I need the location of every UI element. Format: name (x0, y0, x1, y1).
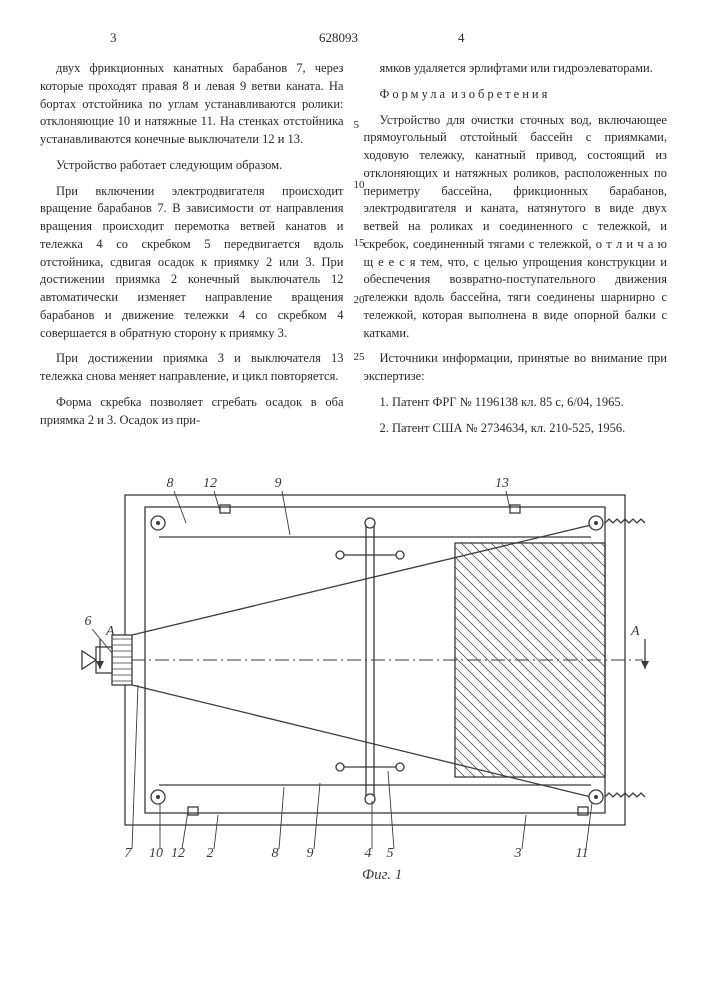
svg-text:9: 9 (307, 846, 314, 861)
svg-text:8: 8 (167, 476, 174, 491)
formula-heading: Формула изобретения (364, 86, 668, 104)
para: двух фрикционных канатных барабанов 7, ч… (40, 60, 344, 149)
heading-word: изобретения (451, 87, 550, 101)
svg-text:12: 12 (171, 846, 185, 861)
col-number-right: 4 (358, 30, 667, 56)
lineno: 10 (354, 178, 365, 194)
svg-text:11: 11 (576, 846, 589, 861)
lineno: 5 (354, 118, 360, 134)
para: Устройство для очистки сточных вод, вклю… (364, 112, 668, 343)
col-number-left: 3 (40, 30, 319, 56)
svg-text:7: 7 (125, 846, 133, 861)
svg-text:5: 5 (387, 846, 394, 861)
svg-text:8: 8 (272, 846, 279, 861)
source-item: 2. Патент США № 2734634, кл. 210-525, 19… (364, 420, 668, 438)
svg-text:А: А (630, 624, 640, 639)
svg-text:10: 10 (149, 846, 163, 861)
svg-text:12: 12 (203, 476, 217, 491)
svg-text:Фиг. 1: Фиг. 1 (362, 867, 402, 883)
svg-text:13: 13 (495, 476, 509, 491)
svg-text:3: 3 (514, 846, 522, 861)
figure-1: А А 8 12 9 13 6 7 10 12 2 8 9 45 3 11 Фиг. 1 (40, 465, 667, 905)
sources-heading: Источники информации, принятые во вниман… (364, 350, 668, 386)
svg-text:9: 9 (275, 476, 282, 491)
svg-text:А: А (105, 624, 115, 639)
para: Форма скребка позволяет сгребать осадок … (40, 394, 344, 430)
svg-text:2: 2 (207, 846, 214, 861)
lineno: 20 (354, 293, 365, 309)
lineno: 25 (354, 350, 365, 366)
right-column: ямков удаляется эрлифтами или гидроэлева… (364, 60, 668, 445)
left-column: двух фрикционных канатных барабанов 7, ч… (40, 60, 344, 445)
svg-text:4: 4 (365, 846, 372, 861)
para: При включении электродвигателя происходи… (40, 183, 344, 343)
para: Устройство работает следующим образом. (40, 157, 344, 175)
two-column-text: двух фрикционных канатных барабанов 7, ч… (40, 60, 667, 445)
para: При достижении приямка 3 и выключателя 1… (40, 350, 344, 386)
para: ямков удаляется эрлифтами или гидроэлева… (364, 60, 668, 78)
source-item: 1. Патент ФРГ № 1196138 кл. 85 с, 6/04, … (364, 394, 668, 412)
svg-text:6: 6 (85, 614, 92, 629)
patent-number: 628093 (319, 30, 358, 46)
lineno: 15 (354, 236, 365, 252)
heading-word: Формула (380, 87, 449, 101)
